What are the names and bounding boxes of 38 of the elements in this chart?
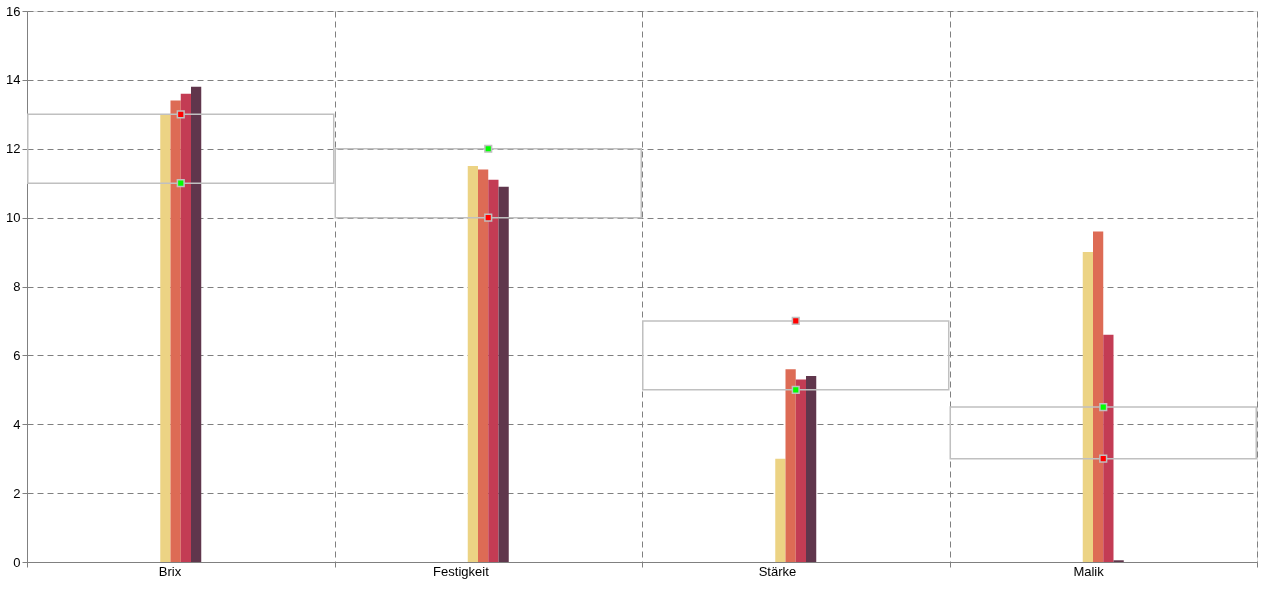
point	[1099, 454, 1108, 463]
bar	[949, 406, 1257, 460]
x-tick-label: Festigkeit	[433, 563, 490, 579]
bar	[785, 369, 796, 562]
bar	[775, 458, 786, 562]
y-tick-label: 2	[13, 485, 21, 501]
y-tick-label: 4	[13, 416, 21, 432]
point	[176, 110, 185, 119]
bar	[488, 179, 499, 562]
point	[791, 316, 800, 326]
bar	[191, 86, 202, 562]
bar	[170, 100, 181, 562]
y-tick-label: 12	[6, 141, 21, 157]
bar	[1082, 252, 1093, 562]
point	[176, 179, 185, 188]
x-tick-label: Malik	[1073, 563, 1105, 579]
y-tick-label: 10	[6, 210, 21, 226]
point	[1099, 402, 1108, 412]
x-tick-label: Brix	[158, 563, 182, 579]
bar	[160, 114, 171, 562]
bar	[180, 93, 191, 562]
y-tick-label: 16	[6, 3, 21, 19]
bar	[795, 379, 806, 562]
point	[484, 213, 493, 222]
bar	[806, 376, 817, 562]
y-tick-label: 14	[6, 72, 21, 88]
x-tick-label: Stärke	[758, 563, 797, 579]
bar	[467, 165, 478, 562]
bar	[1103, 334, 1114, 562]
y-tick-label: 8	[13, 279, 21, 294]
y-tick-label: 6	[13, 347, 21, 363]
bar	[498, 186, 509, 562]
bar	[478, 169, 489, 562]
bar	[642, 320, 950, 391]
bar	[1093, 231, 1104, 562]
point	[484, 144, 493, 153]
y-tick-label: 0	[13, 554, 21, 570]
point	[791, 385, 800, 394]
